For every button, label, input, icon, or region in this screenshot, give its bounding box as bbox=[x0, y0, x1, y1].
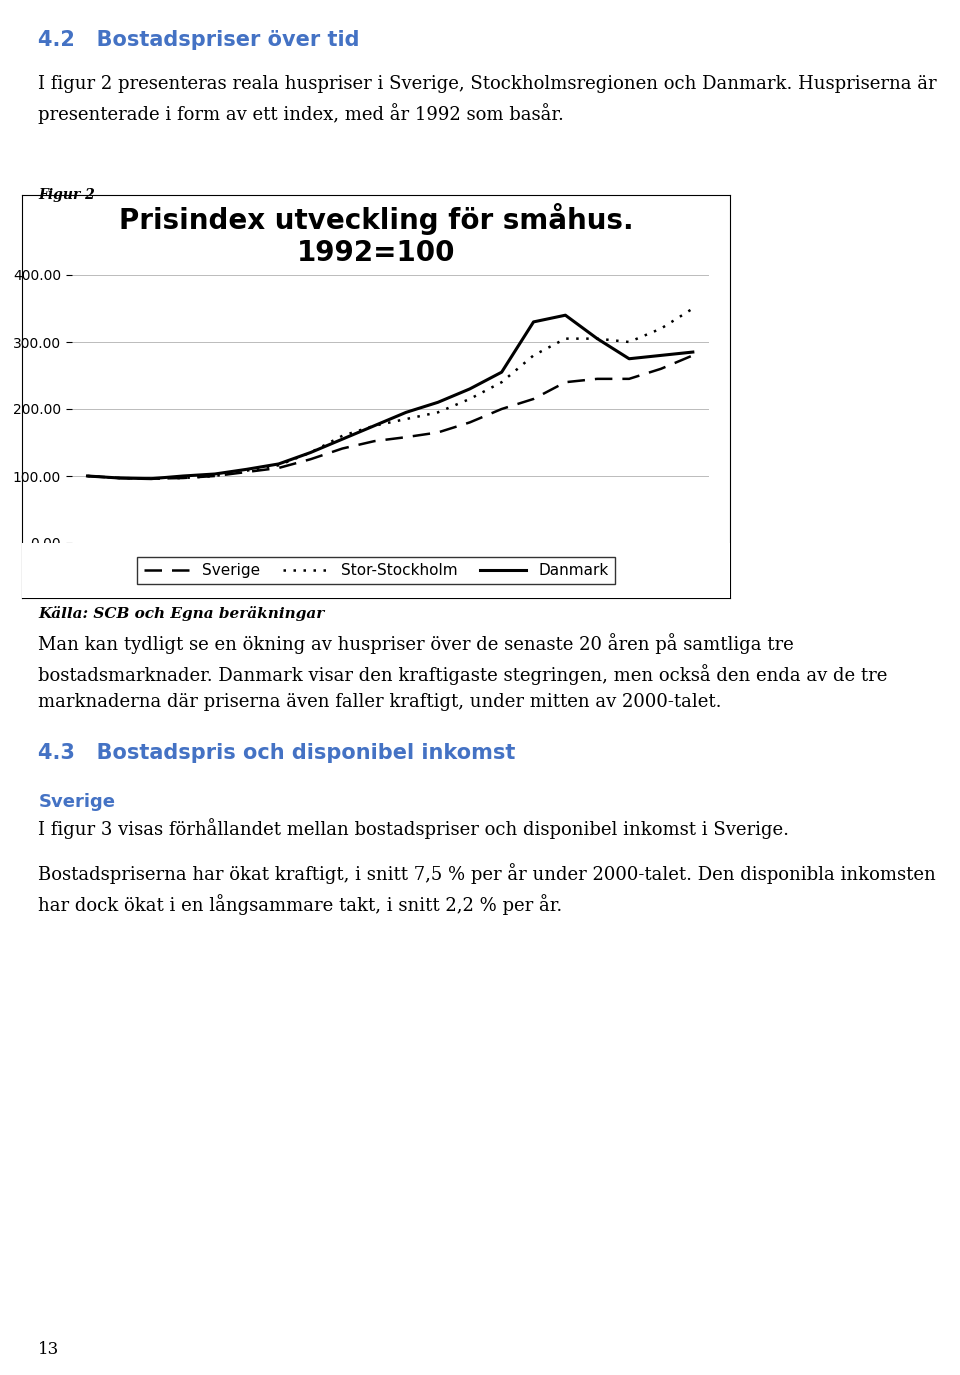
Text: I figur 3 visas förhållandet mellan bostadspriser och disponibel inkomst i Sveri: I figur 3 visas förhållandet mellan bost… bbox=[38, 818, 789, 839]
Text: 4.3   Bostadspris och disponibel inkomst: 4.3 Bostadspris och disponibel inkomst bbox=[38, 742, 516, 763]
Text: Man kan tydligt se en ökning av huspriser över de senaste 20 åren på samtliga tr: Man kan tydligt se en ökning av husprise… bbox=[38, 632, 888, 711]
Legend: Sverige, Stor-Stockholm, Danmark: Sverige, Stor-Stockholm, Danmark bbox=[137, 557, 614, 584]
Text: I figur 2 presenteras reala huspriser i Sverige, Stockholmsregionen och Danmark.: I figur 2 presenteras reala huspriser i … bbox=[38, 76, 937, 124]
Text: 13: 13 bbox=[38, 1342, 60, 1358]
Text: Bostadspriserna har ökat kraftigt, i snitt 7,5 % per år under 2000-talet. Den di: Bostadspriserna har ökat kraftigt, i sni… bbox=[38, 864, 936, 916]
Text: 4.2   Bostadspriser över tid: 4.2 Bostadspriser över tid bbox=[38, 30, 360, 50]
Text: Figur 2: Figur 2 bbox=[38, 188, 95, 202]
Text: Prisindex utveckling för småhus.
1992=100: Prisindex utveckling för småhus. 1992=10… bbox=[119, 202, 634, 267]
Text: Källa: SCB och Egna beräkningar: Källa: SCB och Egna beräkningar bbox=[38, 606, 324, 622]
Text: Sverige: Sverige bbox=[38, 793, 115, 811]
